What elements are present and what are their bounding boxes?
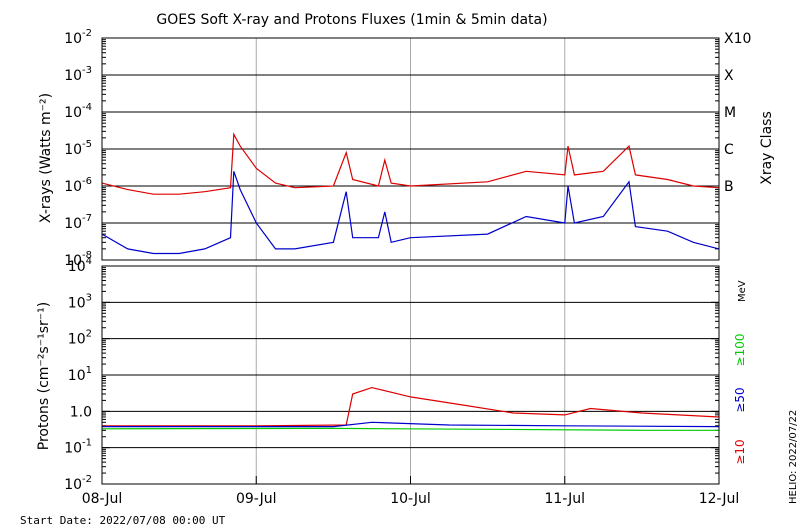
proton-ytick-label: 10-1: [64, 438, 92, 457]
x-tick-label: 09-Jul: [236, 491, 277, 507]
xray-ytick-label: 10-2: [64, 28, 92, 47]
xray-ytick-label: 10-6: [64, 176, 92, 195]
credit-label: HELIO: 2022/07/22: [788, 410, 799, 504]
proton-energy-label: ≥50: [733, 387, 747, 412]
xray-class-label: X10: [724, 31, 751, 47]
xray-ylabel: X-rays (Watts m⁻²): [38, 93, 54, 223]
xray-class-label: C: [724, 142, 734, 158]
xray-series-line-0: [101, 132, 720, 195]
proton-ytick-label: 101: [68, 365, 92, 384]
proton-energy-label: ≥10: [733, 439, 747, 464]
xray-class-axis-label: Xray Class: [759, 111, 775, 185]
proton-ytick-label: 104: [68, 256, 92, 275]
xray-ytick-label: 10-5: [64, 139, 92, 158]
x-tick-label: 11-Jul: [544, 491, 585, 507]
xray-panel-frame: [101, 37, 720, 261]
x-tick-label: 10-Jul: [390, 491, 431, 507]
xray-class-label: M: [724, 105, 736, 121]
xray-class-label: X: [724, 68, 734, 84]
proton-ylabel: Protons (cm⁻²s⁻¹sr⁻¹): [36, 302, 52, 451]
xray-ytick-label: 10-3: [64, 65, 92, 84]
x-tick-label: 12-Jul: [699, 491, 740, 507]
proton-ytick-label: 103: [68, 292, 92, 311]
proton-ytick-label: 102: [68, 329, 92, 348]
proton-ytick-label: 1.0: [70, 404, 92, 420]
proton-series-line-1: [102, 421, 720, 428]
xray-class-label: B: [724, 179, 734, 195]
proton-series-line-2: [101, 427, 719, 431]
start-date: Start Date: 2022/07/08 00:00 UT: [20, 514, 226, 527]
x-tick-label: 08-Jul: [82, 491, 123, 507]
xray-series-line-1: [101, 171, 720, 255]
xray-ytick-label: 10-7: [64, 213, 92, 232]
mev-unit-label: MeV: [737, 280, 748, 302]
proton-ytick-label: 10-2: [64, 474, 92, 493]
xray-ytick-label: 10-4: [64, 102, 92, 121]
chart-title: GOES Soft X-ray and Protons Fluxes (1min…: [156, 12, 547, 28]
proton-energy-label: ≥100: [733, 334, 747, 367]
proton-series-line-0: [102, 386, 720, 427]
xray-ytick-label: 10-8: [64, 250, 92, 269]
